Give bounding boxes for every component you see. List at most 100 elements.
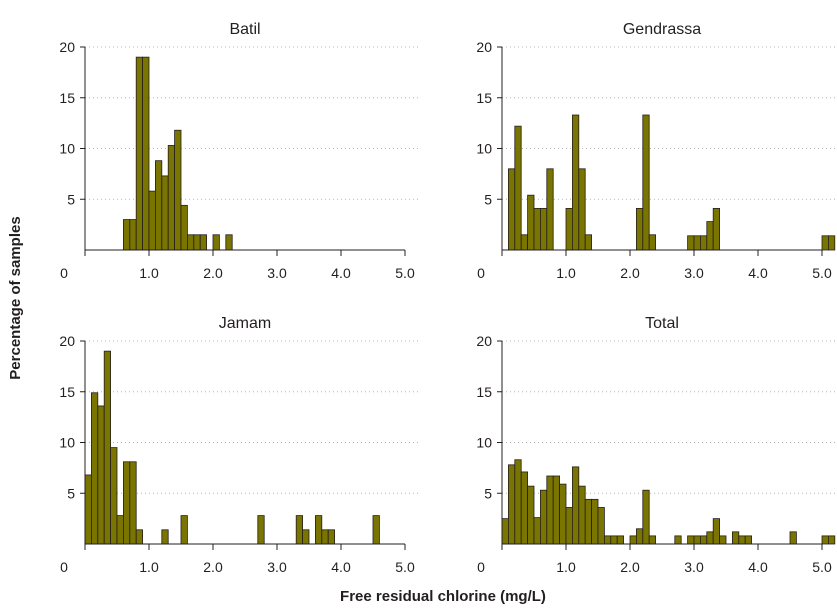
histogram-bar xyxy=(533,517,541,545)
histogram-bar xyxy=(193,234,201,251)
histogram-bar xyxy=(174,129,182,251)
histogram-bar xyxy=(712,207,721,251)
histogram-bar xyxy=(546,475,554,545)
y-tick-label: 20 xyxy=(476,333,492,349)
histogram-bar xyxy=(123,461,131,545)
histogram-bar xyxy=(693,235,701,251)
histogram-bar xyxy=(642,489,650,545)
x-tick-label: 3.0 xyxy=(267,559,287,575)
x-tick-label: 4.0 xyxy=(331,559,351,575)
histogram-bar xyxy=(103,350,111,545)
x-tick-label: 2.0 xyxy=(203,559,223,575)
x-tick-label: 5.0 xyxy=(395,559,415,575)
histogram-bar xyxy=(520,471,529,545)
histogram-bar xyxy=(712,518,721,545)
histogram-bar xyxy=(719,535,727,545)
y-tick-label: 5 xyxy=(484,191,492,207)
histogram-bar xyxy=(135,56,143,251)
panel-title: Jamam xyxy=(219,315,271,332)
histogram-bar xyxy=(161,175,169,251)
histogram-bar xyxy=(212,234,220,251)
histogram-bar xyxy=(828,235,836,251)
x-tick-label: 2.0 xyxy=(203,265,223,281)
histogram-bar xyxy=(616,535,625,545)
histogram-bar xyxy=(821,235,829,251)
x-tick-label: 1.0 xyxy=(139,265,159,281)
histogram-bar xyxy=(129,219,137,251)
histogram-bar xyxy=(636,528,644,545)
histogram-bar xyxy=(565,207,573,251)
histogram-bar xyxy=(167,145,175,251)
histogram-bar xyxy=(295,515,304,545)
histogram-bar xyxy=(116,515,124,545)
panel-jamam: Jamam 5 10 15 20 0 1.0 2.0 3.0 4.0 5.0 xyxy=(59,315,419,575)
histogram-panels: Batil 5 10 15 20 0 1.0 2.0 3.0 4.0 5.0 Gendrassa 5 10… xyxy=(59,21,836,575)
histogram-bar xyxy=(648,234,657,251)
histogram-bar xyxy=(572,114,580,251)
histogram-bar xyxy=(302,529,310,545)
histogram-bar xyxy=(693,535,701,545)
histogram-bar xyxy=(584,234,593,251)
histogram-bar xyxy=(84,474,92,545)
panel-title: Batil xyxy=(229,21,260,38)
histogram-bar xyxy=(636,207,644,251)
histogram-bar xyxy=(700,535,708,545)
y-tick-label: 10 xyxy=(476,435,492,451)
x-axis-label: Free residual chlorine (mg/L) xyxy=(340,588,546,605)
histogram-bar xyxy=(578,168,586,251)
histogram-bar xyxy=(507,464,516,545)
y-tick-label: 5 xyxy=(67,191,75,207)
x-tick-label: 3.0 xyxy=(684,559,704,575)
y-tick-label: 20 xyxy=(59,333,75,349)
histogram-bar xyxy=(372,515,380,545)
histogram-bar xyxy=(540,207,548,251)
histogram-bar xyxy=(110,447,118,545)
y-axis-label: Percentage of samples xyxy=(7,216,24,379)
histogram-bar xyxy=(97,405,105,545)
histogram-bar xyxy=(327,529,336,545)
histogram-bar xyxy=(186,234,195,251)
histogram-bar xyxy=(789,531,797,545)
x-tick-label: 2.0 xyxy=(620,559,640,575)
x-tick-label: 3.0 xyxy=(684,265,704,281)
histogram-bar xyxy=(597,507,605,545)
histogram-bar xyxy=(514,459,522,545)
histogram-bar xyxy=(180,204,188,251)
x-tick-label: 4.0 xyxy=(748,265,768,281)
x-tick-label: 1.0 xyxy=(556,265,576,281)
histogram-bar xyxy=(546,168,554,251)
histogram-bar xyxy=(572,466,580,545)
histogram-bar xyxy=(257,515,265,545)
zero-label: 0 xyxy=(477,265,485,281)
x-tick-label: 1.0 xyxy=(556,559,576,575)
histogram-bar xyxy=(610,535,618,545)
histogram-bar xyxy=(180,515,188,545)
histogram-bar xyxy=(674,535,682,545)
histogram-bar xyxy=(732,531,740,545)
histogram-bar xyxy=(225,234,233,251)
y-tick-label: 10 xyxy=(476,141,492,157)
x-tick-label: 2.0 xyxy=(620,265,640,281)
histogram-bar xyxy=(527,485,535,545)
y-tick-label: 10 xyxy=(59,141,75,157)
panel-title: Gendrassa xyxy=(623,21,701,38)
x-tick-label: 5.0 xyxy=(812,265,832,281)
histogram-bar xyxy=(161,529,169,545)
zero-label: 0 xyxy=(60,265,68,281)
x-tick-label: 5.0 xyxy=(395,265,415,281)
histogram-bar xyxy=(706,531,714,545)
y-tick-label: 15 xyxy=(476,384,492,400)
x-tick-label: 4.0 xyxy=(748,559,768,575)
histogram-bar xyxy=(687,535,695,545)
zero-label: 0 xyxy=(60,559,68,575)
y-tick-label: 20 xyxy=(476,39,492,55)
x-tick-label: 5.0 xyxy=(812,559,832,575)
histogram-bar xyxy=(738,535,746,545)
histogram-bar xyxy=(520,234,529,251)
histogram-bar xyxy=(91,392,99,545)
histogram-bar xyxy=(129,461,137,545)
panel-gendrassa: Gendrassa 5 10 15 20 0 1.0 2.0 3.0 4.0 5.0 xyxy=(476,21,836,281)
histogram-bar xyxy=(584,498,593,545)
histogram-bar xyxy=(148,190,156,251)
